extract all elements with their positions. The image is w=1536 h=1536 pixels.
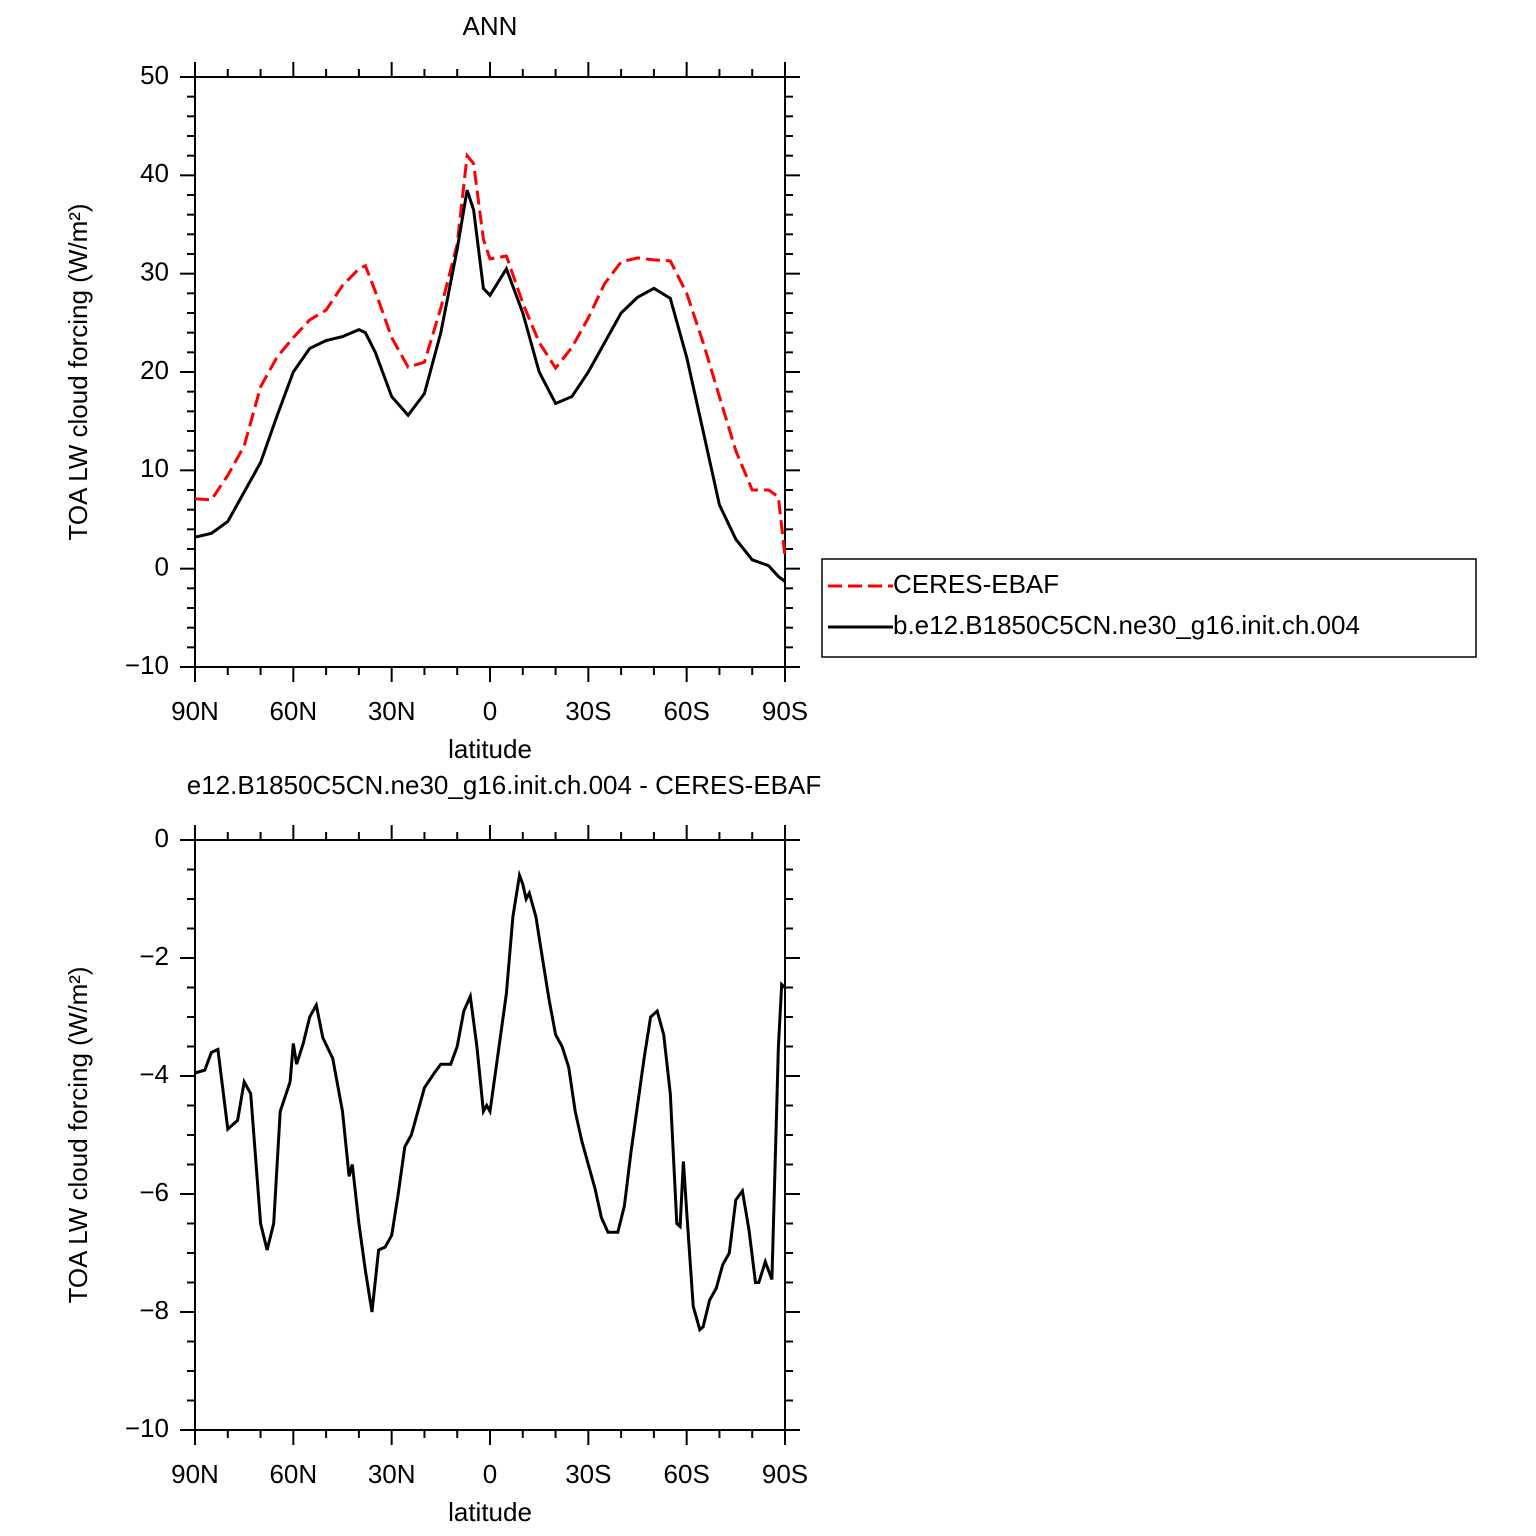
y-tick-label: 0	[155, 552, 169, 582]
x-tick-label: 30N	[368, 1459, 416, 1489]
x-tick-label: 60S	[664, 696, 710, 726]
data-line	[194, 152, 787, 558]
x-tick-label: 60S	[664, 1459, 710, 1489]
y-tick-label: 40	[140, 158, 169, 188]
x-tick-label: 60N	[269, 1459, 317, 1489]
x-tick-label: 90N	[171, 696, 219, 726]
legend-label: CERES-EBAF	[893, 569, 1059, 599]
x-axis-label: latitude	[448, 1497, 532, 1527]
legend-box	[821, 558, 1477, 658]
x-tick-label: 30N	[368, 696, 416, 726]
y-tick-label: 20	[140, 355, 169, 385]
x-axis-label: latitude	[448, 734, 532, 764]
y-tick-label: −10	[125, 650, 169, 680]
data-line	[194, 869, 787, 1333]
y-tick-label: −8	[139, 1295, 169, 1325]
plot-frame	[194, 76, 786, 668]
y-tick-label: −2	[139, 941, 169, 971]
plot-frame	[194, 839, 786, 1431]
y-axis-label: TOA LW cloud forcing (W/m²)	[63, 203, 93, 540]
x-tick-label: 0	[483, 696, 497, 726]
chart-title: ANN	[463, 11, 518, 41]
y-tick-label: 30	[140, 257, 169, 287]
y-tick-label: −10	[125, 1413, 169, 1443]
x-tick-label: 30S	[565, 696, 611, 726]
data-line	[194, 189, 786, 583]
x-tick-label: 90S	[762, 696, 808, 726]
y-tick-label: 10	[140, 453, 169, 483]
y-axis-label: TOA LW cloud forcing (W/m²)	[63, 966, 93, 1303]
x-tick-label: 0	[483, 1459, 497, 1489]
y-tick-label: −6	[139, 1177, 169, 1207]
y-tick-label: 0	[155, 823, 169, 853]
x-tick-label: 90S	[762, 1459, 808, 1489]
x-tick-label: 30S	[565, 1459, 611, 1489]
y-tick-label: −4	[139, 1059, 169, 1089]
y-tick-label: 50	[140, 60, 169, 90]
x-tick-label: 90N	[171, 1459, 219, 1489]
chart-title: e12.B1850C5CN.ne30_g16.init.ch.004 - CER…	[187, 770, 821, 800]
x-tick-label: 60N	[269, 696, 317, 726]
legend-label: b.e12.B1850C5CN.ne30_g16.init.ch.004	[893, 610, 1360, 640]
